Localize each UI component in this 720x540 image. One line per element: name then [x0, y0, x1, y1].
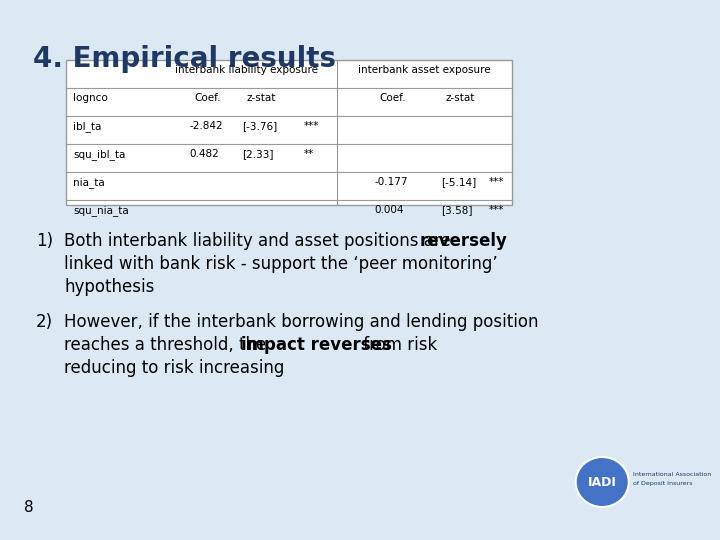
Text: 0.482: 0.482 — [189, 149, 220, 159]
Text: 2): 2) — [36, 313, 53, 331]
Bar — [66, 60, 512, 205]
Text: ***: *** — [303, 121, 319, 131]
Text: -0.177: -0.177 — [374, 177, 408, 187]
Text: from risk: from risk — [359, 336, 438, 354]
Text: squ_nia_ta: squ_nia_ta — [73, 205, 129, 216]
Text: lognco: lognco — [73, 93, 108, 103]
Text: 1): 1) — [36, 232, 53, 250]
Text: However, if the interbank borrowing and lending position: However, if the interbank borrowing and … — [65, 313, 539, 331]
Text: International Association: International Association — [633, 471, 711, 476]
Text: **: ** — [303, 149, 314, 159]
Text: [2.33]: [2.33] — [242, 149, 274, 159]
Text: squ_ibl_ta: squ_ibl_ta — [73, 149, 125, 160]
Text: Coef.: Coef. — [379, 93, 406, 103]
Text: 0.004: 0.004 — [374, 205, 404, 215]
Text: [3.58]: [3.58] — [441, 205, 472, 215]
Text: interbank liability exposure: interbank liability exposure — [175, 65, 318, 75]
Text: of Deposit Insurers: of Deposit Insurers — [633, 482, 692, 487]
Text: z-stat: z-stat — [446, 93, 475, 103]
Text: nia_ta: nia_ta — [73, 177, 105, 188]
Text: ***: *** — [488, 205, 504, 215]
Text: reversely: reversely — [419, 232, 507, 250]
Text: interbank asset exposure: interbank asset exposure — [358, 65, 491, 75]
Text: reducing to risk increasing: reducing to risk increasing — [65, 359, 285, 377]
Text: hypothesis: hypothesis — [65, 278, 155, 296]
Text: z-stat: z-stat — [246, 93, 276, 103]
Text: [-5.14]: [-5.14] — [441, 177, 476, 187]
Text: impact reverses: impact reverses — [241, 336, 392, 354]
Text: 4. Empirical results: 4. Empirical results — [33, 45, 336, 73]
Text: [-3.76]: [-3.76] — [242, 121, 277, 131]
Text: reaches a threshold, the: reaches a threshold, the — [65, 336, 272, 354]
Text: Both interbank liability and asset positions are: Both interbank liability and asset posit… — [65, 232, 456, 250]
Text: ibl_ta: ibl_ta — [73, 121, 102, 132]
Text: 8: 8 — [24, 500, 33, 515]
FancyBboxPatch shape — [2, 2, 681, 538]
Text: ***: *** — [488, 177, 504, 187]
Text: linked with bank risk - support the ‘peer monitoring’: linked with bank risk - support the ‘pee… — [65, 255, 498, 273]
Text: -2.842: -2.842 — [189, 121, 223, 131]
Text: IADI: IADI — [588, 476, 616, 489]
Ellipse shape — [576, 457, 629, 507]
Text: Coef.: Coef. — [194, 93, 221, 103]
